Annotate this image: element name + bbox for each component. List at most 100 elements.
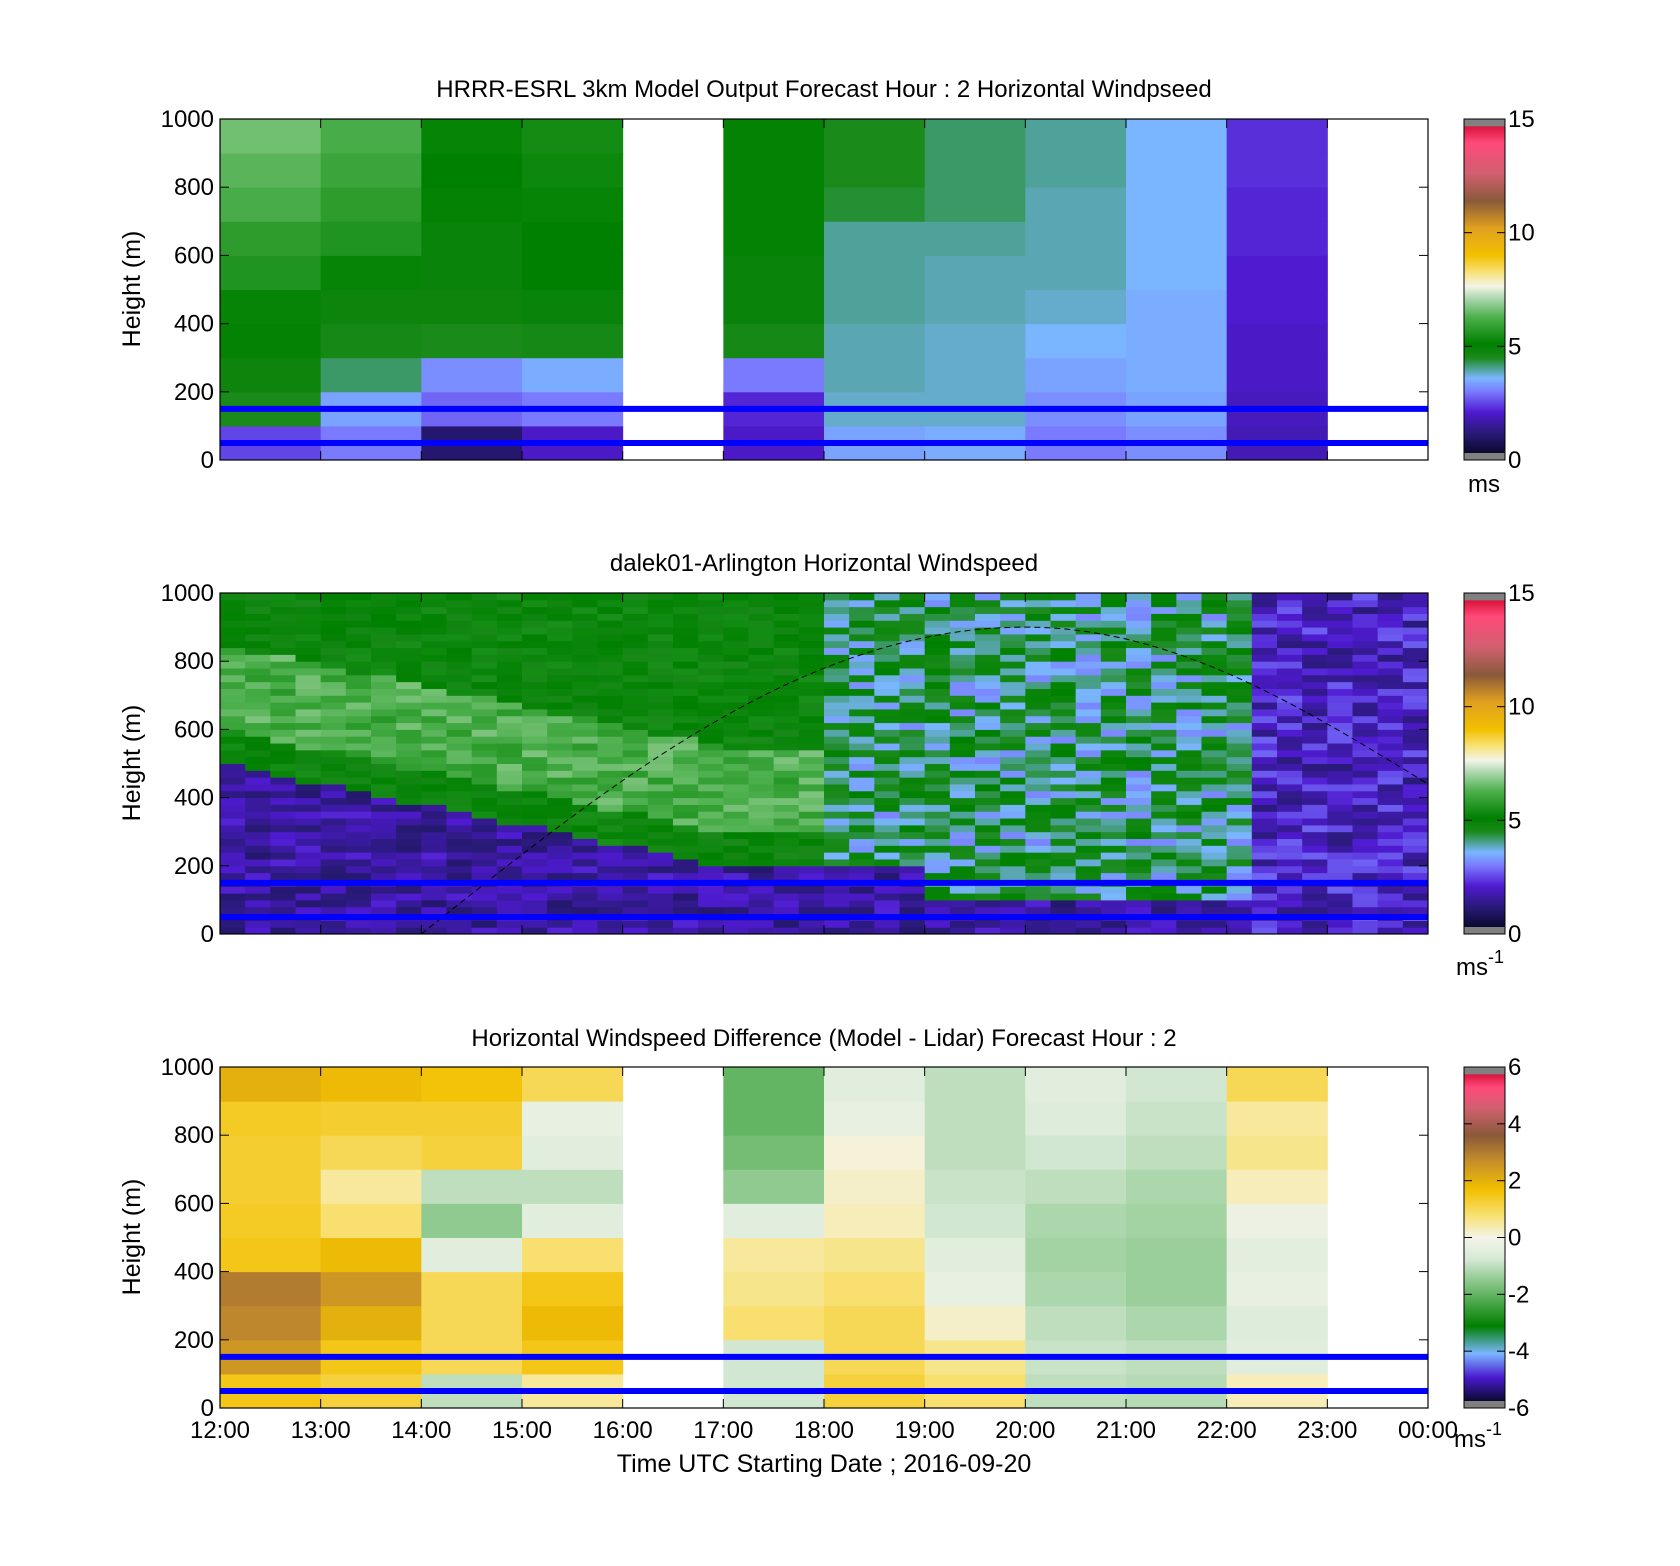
heatmap-cell <box>899 906 926 915</box>
heatmap-cell <box>547 920 573 928</box>
heatmap-cell <box>748 906 775 915</box>
heatmap-cell <box>471 599 498 608</box>
heatmap-cell <box>647 797 674 805</box>
heatmap-cell <box>345 763 372 771</box>
heatmap-cell <box>371 818 397 826</box>
heatmap-cell <box>698 872 724 880</box>
heatmap-cell <box>1000 640 1026 649</box>
heatmap-cell <box>1377 613 1404 621</box>
heatmap-cell <box>1151 811 1177 819</box>
heatmap-cell <box>446 606 473 614</box>
heatmap-cell <box>345 606 372 614</box>
heatmap-cell <box>1100 715 1127 724</box>
heatmap-cell <box>1201 838 1228 846</box>
heatmap-cell <box>471 640 498 649</box>
heatmap-cell <box>1201 763 1228 771</box>
heatmap-cell <box>572 920 598 928</box>
heatmap-cell <box>849 811 875 819</box>
heatmap-cell <box>320 804 347 812</box>
heatmap-cell <box>849 715 875 724</box>
x-tick-label: 14:00 <box>391 1417 451 1444</box>
heatmap-cell <box>1126 1169 1228 1204</box>
heatmap-cell <box>295 647 322 655</box>
heatmap-cell <box>1100 783 1127 792</box>
heatmap-cell <box>496 681 523 689</box>
heatmap-cell <box>949 681 976 689</box>
heatmap-cell <box>1100 777 1127 785</box>
heatmap-cell <box>1050 783 1077 792</box>
heatmap-cell <box>723 838 749 846</box>
heatmap-cell <box>622 593 649 601</box>
heatmap-cell <box>597 872 624 880</box>
heatmap-cell <box>220 893 246 901</box>
heatmap-cell <box>1277 606 1303 614</box>
heatmap-cell <box>320 668 347 676</box>
heatmap-cell <box>1126 838 1152 846</box>
heatmap-cell <box>320 722 347 730</box>
heatmap-cell <box>522 119 624 154</box>
heatmap-cell <box>1025 1169 1127 1204</box>
heatmap-cell <box>1277 770 1303 778</box>
heatmap-cell <box>1050 893 1077 901</box>
heatmap-cell <box>723 824 749 833</box>
heatmap-cell <box>1050 736 1077 744</box>
heatmap-cell <box>924 627 951 635</box>
heatmap-cell <box>345 599 372 608</box>
heatmap-cell <box>1302 790 1328 799</box>
heatmap-cell <box>245 783 271 792</box>
heatmap-cell <box>522 729 548 737</box>
heatmap-cell <box>1402 763 1428 771</box>
heatmap-cell <box>1201 702 1228 710</box>
heatmap-cell <box>673 872 699 880</box>
heatmap-cell <box>270 661 296 669</box>
heatmap-cell <box>547 708 573 717</box>
heatmap-cell <box>371 620 397 628</box>
heatmap-cell <box>522 899 548 908</box>
heatmap-cell <box>824 858 850 867</box>
heatmap-cell <box>1050 695 1077 703</box>
heatmap-cell <box>1075 797 1102 805</box>
heatmap-cell <box>975 845 1001 853</box>
heatmap-cell <box>824 187 926 222</box>
heatmap-cell <box>496 886 523 894</box>
colorbar-tick-label: 10 <box>1508 694 1535 721</box>
heatmap-cell <box>1251 777 1278 785</box>
heatmap-cell <box>1025 1101 1127 1136</box>
heatmap-cell <box>1201 858 1228 867</box>
heatmap-cell <box>396 783 422 792</box>
heatmap-cell <box>949 743 976 751</box>
heatmap-cell <box>320 893 347 901</box>
heatmap-cell <box>1176 715 1202 724</box>
heatmap-cell <box>975 695 1001 703</box>
heatmap-cell <box>446 599 473 608</box>
heatmap-cell <box>924 715 951 724</box>
heatmap-cell <box>824 681 850 689</box>
heatmap-cell <box>748 613 775 621</box>
heatmap-cell <box>396 743 422 751</box>
heatmap-cell <box>1302 824 1328 833</box>
heatmap-cell <box>245 756 271 764</box>
heatmap-cell <box>1226 858 1253 867</box>
heatmap-cell <box>647 804 674 812</box>
heatmap-cell <box>975 893 1001 901</box>
heatmap-cell <box>1251 852 1278 860</box>
heatmap-cell <box>471 668 498 676</box>
heatmap-cell <box>1050 838 1077 846</box>
heatmap-cell <box>1201 640 1228 649</box>
heatmap-cell <box>1226 593 1253 601</box>
heatmap-cell <box>874 620 900 628</box>
panel-model-cells <box>220 119 1328 460</box>
heatmap-cell <box>1151 763 1177 771</box>
heatmap-cell <box>622 606 649 614</box>
heatmap-cell <box>597 831 624 840</box>
heatmap-cell <box>924 845 951 853</box>
heatmap-cell <box>1377 593 1404 601</box>
heatmap-cell <box>345 729 372 737</box>
heatmap-cell <box>496 818 523 826</box>
heatmap-cell <box>798 790 825 799</box>
x-tick-label: 22:00 <box>1197 1417 1257 1444</box>
heatmap-cell <box>220 743 246 751</box>
heatmap-cell <box>597 599 624 608</box>
heatmap-cell <box>899 927 926 934</box>
